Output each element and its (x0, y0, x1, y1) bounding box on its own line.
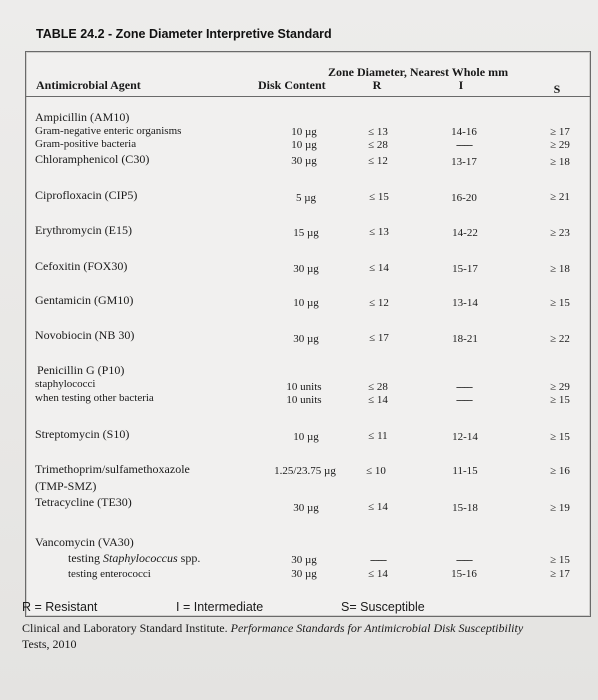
row-disk: 30 µg (293, 263, 319, 275)
row-agent: Trimethoprim/sulfamethoxazole (35, 462, 190, 476)
row-s: ≥ 29 (550, 139, 570, 151)
row-disk: 10 µg (291, 126, 317, 138)
row-disk: 30 µg (293, 502, 319, 514)
row-s: ≥ 22 (550, 333, 570, 345)
row-r: ≤ 17 (369, 332, 389, 344)
row-s: ≥ 15 (550, 394, 570, 406)
row-agent: staphylococci (35, 378, 96, 390)
row-s: ≥ 17 (550, 126, 570, 138)
row-i: 16-20 (451, 192, 477, 204)
row-disk: 15 µg (293, 227, 319, 239)
row-i: 13-14 (452, 297, 478, 309)
row-agent: Ampicillin (AM10) (35, 110, 130, 124)
row-s: ≥ 23 (550, 227, 570, 239)
row-r: ≤ 11 (368, 430, 388, 442)
row-disk: 10 µg (293, 431, 319, 443)
row-agent: Cefoxitin (FOX30) (35, 259, 128, 273)
source-citation: Clinical and Laboratory Standard Institu… (22, 621, 524, 651)
header-disk: Disk Content (258, 78, 326, 92)
row-disk: 10 units (286, 394, 322, 406)
row-i: 11-15 (452, 465, 478, 477)
row-agent: Gentamicin (GM10) (35, 293, 134, 307)
row-i: ------ (456, 554, 473, 566)
row-agent: Gram-positive bacteria (35, 138, 137, 150)
row-agent: Ciprofloxacin (CIP5) (35, 188, 138, 202)
row-disk: 10 µg (291, 139, 317, 151)
header-s: S (553, 82, 561, 96)
row-i: 15-17 (452, 263, 478, 275)
header-agent: Antimicrobial Agent (36, 78, 141, 92)
row-s: ≥ 17 (550, 568, 570, 580)
header-rule (26, 96, 590, 97)
row-agent: Chloramphenicol (C30) (35, 152, 150, 166)
row-r: ≤ 14 (368, 568, 388, 580)
row-i: 18-21 (452, 333, 478, 345)
row-i: 14-22 (452, 227, 478, 239)
row-s: ≥ 21 (550, 191, 570, 203)
row-agent: Tetracycline (TE30) (35, 495, 132, 509)
row-s: ≥ 18 (550, 156, 570, 168)
row-disk: 30 µg (291, 155, 317, 167)
row-disk: 30 µg (291, 568, 317, 580)
row-disk: 10 µg (293, 297, 319, 309)
row-s: ≥ 29 (550, 381, 570, 393)
row-agent: Vancomycin (VA30) (35, 535, 134, 549)
row-r: ≤ 13 (368, 126, 388, 138)
row-i: 15-16 (451, 568, 477, 580)
row-r: ------ (370, 554, 387, 566)
table-frame: Antimicrobial Agent Disk Content Zone Di… (25, 51, 591, 617)
legend-susceptible: S= Susceptible (341, 600, 425, 614)
row-s: ≥ 15 (550, 297, 570, 309)
row-r: ≤ 10 (366, 465, 386, 477)
row-s: ≥ 19 (550, 502, 570, 514)
legend-resistant: R = Resistant (22, 600, 98, 614)
row-r: ≤ 28 (368, 139, 388, 151)
row-r: ≤ 15 (369, 191, 389, 203)
row-agent: Penicillin G (P10) (37, 363, 125, 377)
bleed-through-shadow (40, 648, 560, 698)
header-zone: Zone Diameter, Nearest Whole mm (328, 65, 509, 79)
row-agent: (TMP-SMZ) (35, 479, 97, 493)
row-s: ≥ 16 (550, 465, 570, 477)
row-r: ≤ 13 (369, 226, 389, 238)
row-agent: testing Staphylococcus spp. (68, 551, 201, 565)
row-i: 15-18 (452, 502, 478, 514)
row-s: ≥ 15 (550, 554, 570, 566)
row-r: ≤ 14 (368, 394, 388, 406)
row-agent: Gram-negative enteric organisms (35, 125, 182, 137)
row-r: ≤ 28 (368, 381, 388, 393)
row-agent: testing enterococci (68, 568, 151, 580)
row-i: 13-17 (451, 156, 477, 168)
header-r: R (372, 78, 382, 92)
row-disk: 30 µg (291, 554, 317, 566)
row-agent: when testing other bacteria (35, 392, 154, 404)
row-i: 14-16 (451, 126, 477, 138)
row-s: ≥ 18 (550, 263, 570, 275)
row-i: 12-14 (452, 431, 478, 443)
legend-intermediate: I = Intermediate (176, 600, 264, 614)
row-i: ------ (456, 381, 473, 393)
row-s: ≥ 15 (550, 431, 570, 443)
row-disk: 1.25/23.75 µg (274, 465, 336, 477)
row-agent: Erythromycin (E15) (35, 223, 132, 237)
row-r: ≤ 12 (368, 155, 388, 167)
row-i: ------ (456, 394, 473, 406)
row-i: ------ (456, 139, 473, 151)
row-r: ≤ 12 (369, 297, 389, 309)
row-agent: Streptomycin (S10) (35, 427, 130, 441)
row-disk: 10 units (286, 381, 322, 393)
row-agent: Novobiocin (NB 30) (35, 328, 135, 342)
row-r: ≤ 14 (369, 262, 389, 274)
row-disk: 30 µg (293, 333, 319, 345)
table-title: TABLE 24.2 - Zone Diameter Interpretive … (36, 27, 332, 41)
header-i: I (458, 78, 464, 92)
row-r: ≤ 14 (368, 501, 388, 513)
row-disk: 5 µg (295, 192, 317, 204)
